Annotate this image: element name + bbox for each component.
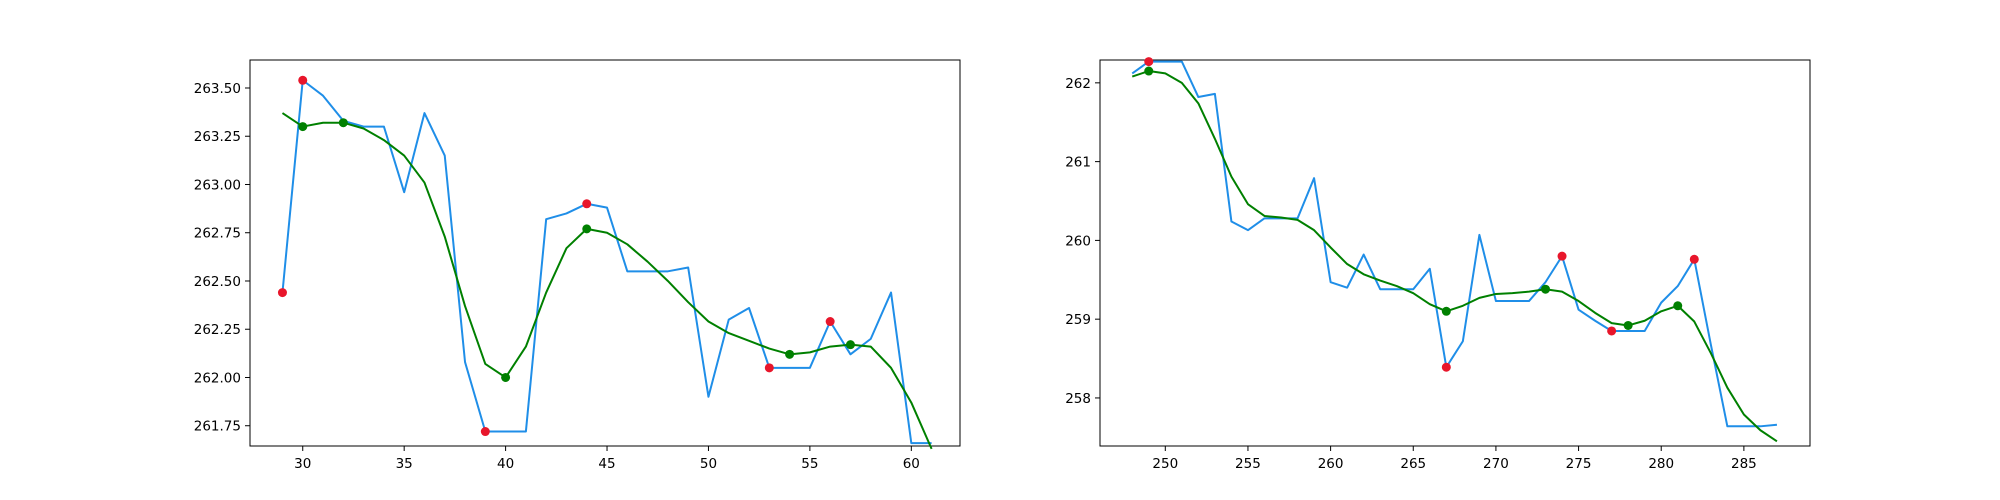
smoothed-line <box>1131 70 1778 443</box>
extrema-point <box>1144 57 1154 67</box>
right-chart: 250 255 260 265 270 275 280 285 258 259 260 261 262 <box>1065 57 1811 472</box>
extrema-point <box>1557 251 1567 261</box>
smoothed-extrema-point <box>1541 284 1551 294</box>
raw-price-line <box>1131 60 1778 428</box>
y-tick-label: 263.00 <box>194 177 241 193</box>
smoothed-extrema-point <box>1673 301 1683 311</box>
extrema-point <box>582 199 592 209</box>
smoothed-extrema-point <box>338 118 348 128</box>
x-tick-label: 255 <box>1235 456 1261 472</box>
smoothed-line <box>281 112 933 450</box>
smoothed-extrema-point <box>501 372 511 382</box>
x-tick-label: 60 <box>903 456 920 472</box>
x-tick-label: 265 <box>1400 456 1426 472</box>
x-tick-label: 270 <box>1483 456 1509 472</box>
y-tick-label: 259 <box>1065 312 1091 328</box>
x-tick-label: 30 <box>294 456 311 472</box>
axes-frame <box>1099 59 1811 447</box>
y-tick-label: 258 <box>1065 391 1091 407</box>
x-tick-label: 50 <box>700 456 717 472</box>
y-tick-label: 262 <box>1065 76 1091 92</box>
x-tick-label: 55 <box>801 456 818 472</box>
smoothed-extrema-point <box>785 349 795 359</box>
smoothed-extrema-point <box>298 122 308 132</box>
smoothed-extrema-point <box>1144 66 1154 76</box>
x-tick-label: 285 <box>1731 456 1757 472</box>
x-tick-label: 250 <box>1152 456 1178 472</box>
y-tick-label: 261 <box>1065 155 1091 171</box>
x-tick-label: 40 <box>497 456 514 472</box>
y-tick-label: 263.25 <box>194 129 241 145</box>
smoothed-extrema-point <box>582 224 592 234</box>
smoothed-extrema-point <box>1441 306 1451 316</box>
y-tick-label: 262.00 <box>194 370 241 386</box>
extrema-point <box>1441 362 1451 372</box>
smoothed-extrema-point <box>845 340 855 350</box>
x-tick-label: 275 <box>1566 456 1592 472</box>
extrema-point <box>277 288 287 298</box>
extrema-point <box>1689 254 1699 264</box>
y-tick-label: 262.50 <box>194 274 241 290</box>
axes-frame <box>249 59 961 447</box>
smoothed-extrema-point <box>1623 320 1633 330</box>
extrema-point <box>480 427 490 437</box>
x-tick-label: 280 <box>1648 456 1674 472</box>
extrema-point <box>298 75 308 85</box>
left-chart: 30 35 40 45 50 55 60 261.75 262.00 262.25 262.50 26… <box>194 59 961 472</box>
extrema-point <box>825 317 835 327</box>
x-tick-label: 35 <box>396 456 413 472</box>
extrema-point <box>1607 326 1617 336</box>
x-tick-label: 45 <box>598 456 615 472</box>
y-tick-label: 260 <box>1065 233 1091 249</box>
raw-price-line <box>281 79 932 445</box>
y-tick-label: 262.25 <box>194 322 241 338</box>
extrema-point <box>764 363 774 373</box>
y-tick-label: 261.75 <box>194 419 241 435</box>
x-tick-label: 260 <box>1318 456 1344 472</box>
y-tick-label: 262.75 <box>194 226 241 242</box>
y-tick-label: 263.50 <box>194 81 241 97</box>
